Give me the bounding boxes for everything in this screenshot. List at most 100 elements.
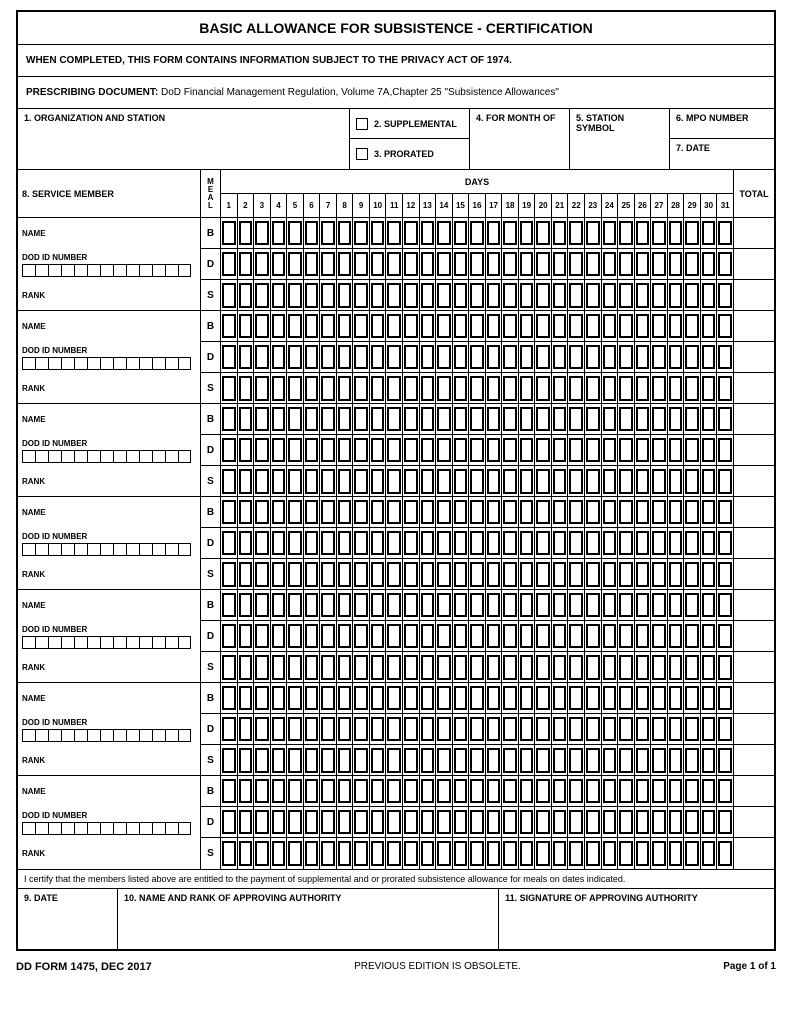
total-cell[interactable] [734, 435, 774, 466]
day-cell[interactable] [635, 838, 652, 869]
id-box[interactable] [35, 450, 48, 463]
day-cell[interactable] [535, 373, 552, 404]
id-box[interactable] [35, 729, 48, 742]
day-cell[interactable] [353, 652, 370, 683]
total-cell[interactable] [734, 218, 774, 249]
day-cell[interactable] [287, 776, 304, 806]
day-cell[interactable] [469, 652, 486, 683]
day-cell[interactable] [486, 373, 503, 404]
day-cell[interactable] [370, 404, 387, 434]
day-cell[interactable] [469, 590, 486, 620]
day-cell[interactable] [651, 466, 668, 497]
day-cell[interactable] [271, 218, 288, 248]
day-cell[interactable] [701, 373, 718, 404]
day-cell[interactable] [651, 621, 668, 651]
day-cell[interactable] [618, 528, 635, 558]
day-cell[interactable] [701, 683, 718, 713]
id-box[interactable] [22, 822, 35, 835]
day-cell[interactable] [651, 590, 668, 620]
day-cell[interactable] [320, 249, 337, 279]
day-cell[interactable] [287, 683, 304, 713]
id-box[interactable] [87, 450, 100, 463]
day-cell[interactable] [436, 528, 453, 558]
day-cell[interactable] [271, 404, 288, 434]
day-cell[interactable] [668, 218, 685, 248]
day-cell[interactable] [502, 590, 519, 620]
id-box[interactable] [126, 729, 139, 742]
day-cell[interactable] [684, 311, 701, 341]
day-cell[interactable] [271, 249, 288, 279]
day-cell[interactable] [535, 683, 552, 713]
id-box[interactable] [22, 729, 35, 742]
day-cell[interactable] [221, 249, 238, 279]
day-cell[interactable] [684, 528, 701, 558]
total-cell[interactable] [734, 342, 774, 373]
day-cell[interactable] [651, 559, 668, 590]
day-cell[interactable] [353, 807, 370, 837]
day-cell[interactable] [684, 373, 701, 404]
day-cell[interactable] [337, 683, 354, 713]
day-cell[interactable] [254, 342, 271, 372]
day-cell[interactable] [717, 714, 733, 744]
day-cell[interactable] [337, 249, 354, 279]
day-cell[interactable] [271, 280, 288, 311]
prorated-checkbox[interactable] [356, 148, 368, 160]
id-box[interactable] [152, 822, 165, 835]
day-cell[interactable] [337, 559, 354, 590]
day-cell[interactable] [320, 776, 337, 806]
day-cell[interactable] [635, 497, 652, 527]
day-cell[interactable] [618, 435, 635, 465]
day-cell[interactable] [320, 683, 337, 713]
day-cell[interactable] [568, 838, 585, 869]
day-cell[interactable] [469, 683, 486, 713]
day-cell[interactable] [535, 528, 552, 558]
day-cell[interactable] [585, 466, 602, 497]
day-cell[interactable] [469, 218, 486, 248]
day-cell[interactable] [304, 342, 321, 372]
day-cell[interactable] [320, 621, 337, 651]
day-cell[interactable] [386, 621, 403, 651]
day-cell[interactable] [618, 776, 635, 806]
day-cell[interactable] [469, 249, 486, 279]
day-cell[interactable] [304, 559, 321, 590]
day-cell[interactable] [320, 218, 337, 248]
id-box[interactable] [100, 636, 113, 649]
day-cell[interactable] [386, 807, 403, 837]
day-cell[interactable] [602, 435, 619, 465]
day-cell[interactable] [585, 218, 602, 248]
day-cell[interactable] [552, 342, 569, 372]
day-cell[interactable] [337, 404, 354, 434]
day-cell[interactable] [519, 590, 536, 620]
day-cell[interactable] [585, 497, 602, 527]
day-cell[interactable] [635, 683, 652, 713]
day-cell[interactable] [304, 218, 321, 248]
day-cell[interactable] [304, 714, 321, 744]
day-cell[interactable] [668, 683, 685, 713]
day-cell[interactable] [469, 404, 486, 434]
id-box[interactable] [178, 450, 191, 463]
day-cell[interactable] [568, 311, 585, 341]
day-cell[interactable] [552, 652, 569, 683]
day-cell[interactable] [585, 373, 602, 404]
day-cell[interactable] [585, 528, 602, 558]
day-cell[interactable] [238, 621, 255, 651]
day-cell[interactable] [701, 652, 718, 683]
day-cell[interactable] [370, 714, 387, 744]
day-cell[interactable] [320, 528, 337, 558]
id-box[interactable] [22, 450, 35, 463]
field-rank[interactable]: RANK [18, 559, 200, 590]
day-cell[interactable] [552, 528, 569, 558]
day-cell[interactable] [453, 714, 470, 744]
day-cell[interactable] [535, 745, 552, 776]
day-cell[interactable] [717, 311, 733, 341]
day-cell[interactable] [668, 652, 685, 683]
day-cell[interactable] [271, 714, 288, 744]
day-cell[interactable] [618, 497, 635, 527]
day-cell[interactable] [221, 590, 238, 620]
day-cell[interactable] [370, 807, 387, 837]
day-cell[interactable] [353, 497, 370, 527]
day-cell[interactable] [221, 528, 238, 558]
day-cell[interactable] [254, 435, 271, 465]
day-cell[interactable] [568, 590, 585, 620]
day-cell[interactable] [552, 311, 569, 341]
